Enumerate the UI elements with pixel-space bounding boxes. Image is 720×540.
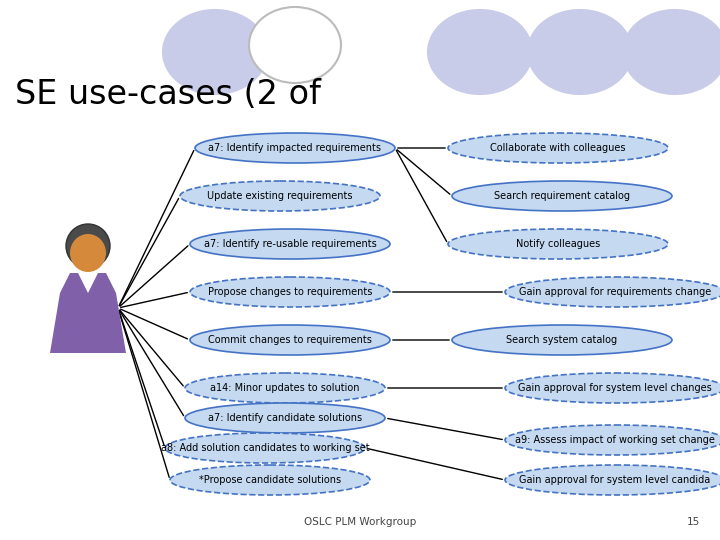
Ellipse shape xyxy=(528,10,632,94)
Ellipse shape xyxy=(185,373,385,403)
Ellipse shape xyxy=(448,229,668,259)
Ellipse shape xyxy=(70,234,106,272)
Ellipse shape xyxy=(505,373,720,403)
Text: Gain approval for requirements change: Gain approval for requirements change xyxy=(519,287,711,297)
Text: a7: Identify re-usable requirements: a7: Identify re-usable requirements xyxy=(204,239,377,249)
Text: a7: Identify impacted requirements: a7: Identify impacted requirements xyxy=(209,143,382,153)
Ellipse shape xyxy=(505,465,720,495)
Text: a14: Minor updates to solution: a14: Minor updates to solution xyxy=(210,383,360,393)
Ellipse shape xyxy=(505,425,720,455)
Ellipse shape xyxy=(163,10,267,94)
Ellipse shape xyxy=(428,10,532,94)
Text: 15: 15 xyxy=(687,517,700,527)
Ellipse shape xyxy=(180,181,380,211)
Text: Notify colleagues: Notify colleagues xyxy=(516,239,600,249)
Text: Gain approval for system level candida: Gain approval for system level candida xyxy=(519,475,711,485)
Ellipse shape xyxy=(190,229,390,259)
Text: Collaborate with colleagues: Collaborate with colleagues xyxy=(490,143,626,153)
Ellipse shape xyxy=(185,403,385,433)
Text: Search requirement catalog: Search requirement catalog xyxy=(494,191,630,201)
Ellipse shape xyxy=(623,10,720,94)
Text: a9: Assess impact of working set change: a9: Assess impact of working set change xyxy=(515,435,715,445)
Ellipse shape xyxy=(165,433,365,463)
Text: Propose changes to requirements: Propose changes to requirements xyxy=(208,287,372,297)
Ellipse shape xyxy=(195,133,395,163)
Ellipse shape xyxy=(452,325,672,355)
Text: Commit changes to requirements: Commit changes to requirements xyxy=(208,335,372,345)
Ellipse shape xyxy=(448,133,668,163)
Ellipse shape xyxy=(249,7,341,83)
Polygon shape xyxy=(78,273,98,293)
Text: Search system catalog: Search system catalog xyxy=(506,335,618,345)
Polygon shape xyxy=(50,273,126,353)
Text: SE use-cases (2 of: SE use-cases (2 of xyxy=(15,78,321,111)
Text: a8: Add solution candidates to working set: a8: Add solution candidates to working s… xyxy=(161,443,369,453)
Ellipse shape xyxy=(170,465,370,495)
Text: *Propose candidate solutions: *Propose candidate solutions xyxy=(199,475,341,485)
Text: Update existing requirements: Update existing requirements xyxy=(207,191,353,201)
Text: OSLC PLM Workgroup: OSLC PLM Workgroup xyxy=(304,517,416,527)
Text: Gain approval for system level changes: Gain approval for system level changes xyxy=(518,383,712,393)
Ellipse shape xyxy=(452,181,672,211)
Ellipse shape xyxy=(505,277,720,307)
Ellipse shape xyxy=(190,325,390,355)
Ellipse shape xyxy=(190,277,390,307)
Text: a7: Identify candidate solutions: a7: Identify candidate solutions xyxy=(208,413,362,423)
Ellipse shape xyxy=(66,224,110,268)
